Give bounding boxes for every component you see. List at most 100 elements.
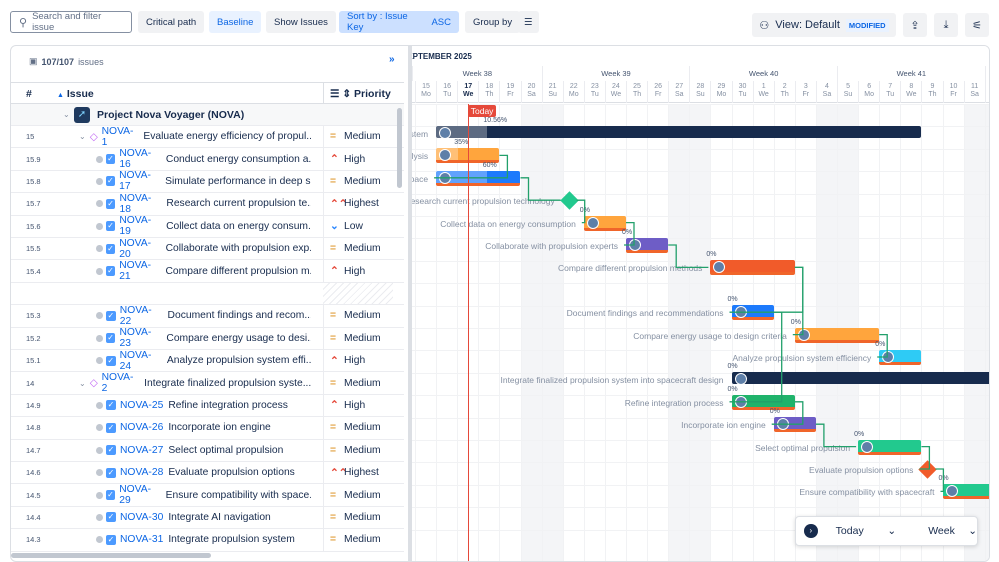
priority-cell[interactable]: ⌃ High — [323, 148, 393, 170]
priority-cell[interactable]: = Medium — [323, 238, 393, 260]
settings-sliders-icon[interactable]: ⚟ — [965, 13, 989, 37]
task-bar[interactable] — [731, 372, 989, 386]
issue-title[interactable]: Compare different propulsion m... — [165, 265, 312, 277]
group-by-button[interactable]: Group by — [465, 11, 521, 33]
issue-key[interactable]: NOVA-31 — [120, 534, 164, 546]
table-row[interactable]: 15.1 ✓ NOVA-24 Analyze propulsion system … — [11, 349, 404, 373]
priority-cell[interactable]: = Medium — [323, 506, 393, 529]
chevron-down-icon[interactable]: ⌄ — [79, 378, 86, 388]
chevron-down-icon[interactable]: ⌄ — [79, 132, 86, 142]
priority-cell[interactable]: ⌃⌃ Highest — [323, 193, 393, 215]
table-row[interactable]: 14.9 ✓ NOVA-25 Refine integration process… — [11, 394, 404, 418]
issue-title[interactable]: Collect data on energy consum... — [166, 220, 311, 232]
issue-key[interactable]: NOVA-20 — [119, 237, 152, 260]
task-bar[interactable] — [942, 484, 989, 500]
priority-cell[interactable]: ⌃ High — [323, 260, 393, 282]
issue-title[interactable]: Compare energy usage to desi... — [166, 332, 311, 344]
task-bar[interactable] — [583, 215, 626, 231]
today-dropdown[interactable]: Today ⌄ — [835, 525, 897, 537]
table-row[interactable]: 14.8 ✓ NOVA-26 Incorporate ion engine = Me… — [11, 417, 404, 440]
issue-key[interactable]: NOVA-19 — [119, 215, 152, 238]
chevron-down-icon[interactable]: ⌄ — [63, 110, 70, 119]
table-row[interactable]: 14.6 ✓ NOVA-28 Evaluate propulsion option… — [11, 462, 404, 485]
issue-key[interactable]: NOVA-21 — [119, 260, 152, 283]
issue-title[interactable]: Select optimal propulsion — [168, 444, 284, 456]
scroll-to-icon[interactable]: › — [804, 524, 818, 538]
issue-title[interactable]: Refine integration process — [168, 399, 288, 411]
table-row[interactable] — [11, 282, 404, 306]
priority-cell[interactable]: = Medium — [323, 170, 393, 193]
issue-title[interactable]: Analyze propulsion system effi... — [166, 355, 311, 367]
table-row[interactable]: 15.8 ✓ NOVA-17 Simulate performance in de… — [11, 170, 404, 194]
table-row[interactable]: 15.4 ✓ NOVA-21 Compare different propulsi… — [11, 260, 404, 283]
issue-key[interactable]: NOVA-24 — [119, 349, 152, 372]
table-row[interactable]: 15.7 ✓ NOVA-18 Research current propulsio… — [11, 192, 404, 216]
table-row[interactable]: 14.4 ✓ NOVA-30 Integrate AI navigation = M… — [11, 506, 404, 530]
priority-cell[interactable]: ⌃ High — [323, 350, 393, 372]
issue-title[interactable]: Evaluate energy efficiency of propul... — [143, 131, 311, 143]
priority-cell[interactable]: = Medium — [323, 327, 393, 349]
issue-title[interactable]: Incorporate ion engine — [168, 422, 271, 434]
table-row[interactable]: 15.9 ✓ NOVA-16 Conduct energy consumption… — [11, 148, 404, 171]
issue-title[interactable]: Document findings and recom... — [167, 310, 311, 322]
issue-key[interactable]: NOVA-2 — [101, 372, 134, 395]
issue-title[interactable]: Conduct energy consumption a... — [165, 153, 311, 165]
baseline-button[interactable]: Baseline — [209, 11, 262, 33]
issue-column-header[interactable]: ▲ Issue — [57, 88, 94, 100]
issue-key[interactable]: NOVA-26 — [120, 422, 164, 434]
table-row[interactable]: 15.3 ✓ NOVA-22 Document findings and reco… — [11, 304, 404, 328]
priority-cell[interactable]: = Medium — [323, 529, 393, 551]
vertical-scrollbar[interactable] — [397, 108, 402, 188]
issue-title[interactable]: Evaluate propulsion options — [168, 467, 295, 479]
issue-key[interactable]: NOVA-16 — [119, 148, 152, 171]
priority-cell[interactable]: ⌃ High — [323, 394, 393, 417]
issue-key[interactable]: NOVA-17 — [119, 170, 151, 193]
collapse-panel-icon[interactable]: » — [389, 54, 395, 65]
task-bar[interactable] — [710, 260, 795, 276]
priority-cell[interactable]: = Medium — [323, 439, 393, 461]
table-row[interactable]: 15.2 ✓ NOVA-23 Compare energy usage to de… — [11, 327, 404, 350]
table-row[interactable]: 15.6 ✓ NOVA-19 Collect data on energy con… — [11, 215, 404, 238]
horizontal-scrollbar[interactable] — [11, 553, 211, 558]
task-bar[interactable] — [626, 238, 669, 253]
sort-direction[interactable]: ASC — [431, 16, 451, 28]
priority-cell[interactable]: = Medium — [323, 372, 393, 394]
export-icon[interactable]: ⇪ — [903, 13, 927, 37]
search-input[interactable]: ⚲ Search and filter issue — [10, 11, 132, 33]
issue-title[interactable]: Integrate propulsion system — [168, 534, 295, 546]
table-row[interactable]: 15.5 ✓ NOVA-20 Collaborate with propulsio… — [11, 237, 404, 261]
filter-icon[interactable]: ☰ — [518, 11, 539, 33]
issue-key[interactable]: NOVA-1 — [101, 125, 134, 148]
issue-key[interactable]: NOVA-28 — [120, 467, 164, 479]
priority-column-header[interactable]: ☰ ⇕ Priority — [323, 83, 391, 103]
show-issues-button[interactable]: Show Issues — [266, 11, 336, 33]
issue-title[interactable]: Integrate finalized propulsion syste... — [144, 377, 311, 389]
table-row[interactable]: 14.3 ✓ NOVA-31 Integrate propulsion syste… — [11, 529, 404, 552]
issue-key[interactable]: NOVA-29 — [119, 484, 152, 507]
issue-title[interactable]: Collaborate with propulsion exp... — [165, 243, 311, 255]
priority-cell[interactable]: = Medium — [323, 484, 393, 506]
priority-cell[interactable]: = Medium — [323, 126, 393, 148]
issue-title[interactable]: Ensure compatibility with space... — [165, 489, 311, 501]
issue-title[interactable]: Research current propulsion te... — [166, 198, 311, 210]
critical-path-button[interactable]: Critical path — [138, 11, 205, 33]
issue-title[interactable]: Simulate performance in deep s... — [165, 175, 311, 187]
priority-cell[interactable]: = Medium — [323, 417, 393, 439]
issue-key[interactable]: NOVA-30 — [120, 511, 164, 523]
priority-cell[interactable]: = Medium — [323, 305, 393, 327]
download-icon[interactable]: ⤓ — [934, 13, 958, 37]
issue-key[interactable]: NOVA-22 — [119, 304, 152, 327]
issue-key[interactable]: NOVA-18 — [119, 192, 152, 215]
issue-key[interactable]: NOVA-23 — [119, 327, 152, 350]
task-bar[interactable] — [436, 148, 500, 164]
table-row[interactable]: 14.7 ✓ NOVA-27 Select optimal propulsion … — [11, 439, 404, 462]
priority-cell[interactable]: ⌃⌃ Highest — [323, 462, 393, 484]
project-row[interactable]: ⌄ ➚ Project Nova Voyager (NOVA) — [11, 104, 404, 126]
priority-cell[interactable]: ⌄ Low — [323, 215, 393, 237]
issue-key[interactable]: NOVA-25 — [120, 399, 164, 411]
table-row[interactable]: 14 ⌄ ◇ NOVA-2 Integrate finalized propulsi… — [11, 372, 404, 395]
table-row[interactable]: 14.5 ✓ NOVA-29 Ensure compatibility with … — [11, 484, 404, 507]
scale-dropdown[interactable]: Week ⌄ — [928, 525, 978, 537]
view-button[interactable]: ⚇ View: Default MODIFIED — [752, 13, 896, 37]
task-bar[interactable] — [436, 126, 922, 139]
